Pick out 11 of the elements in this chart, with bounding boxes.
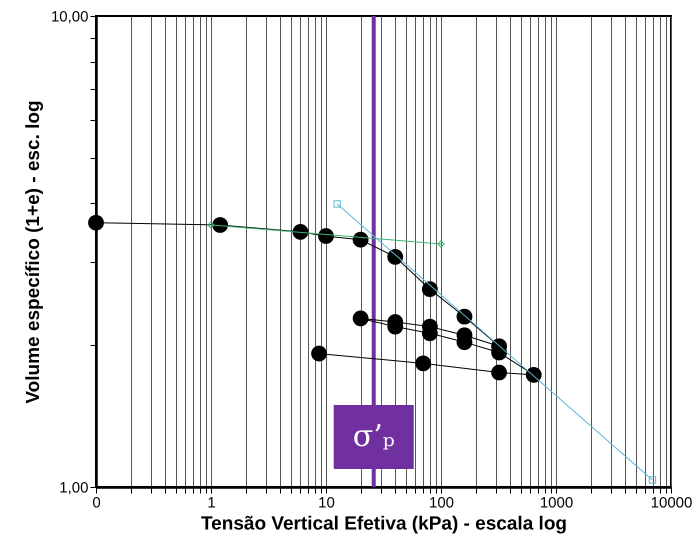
x-tick-label: 0 (92, 494, 101, 512)
x-tick-label: 10000 (650, 494, 692, 512)
x-tick-label: 1 (207, 494, 216, 512)
x-tick-label: 10 (318, 494, 335, 512)
y-tick-label: 1,00 (59, 480, 88, 496)
x-tick-label: 100 (428, 494, 454, 512)
y-axis-title: Volume específico (1+e) - esc. log (22, 100, 44, 404)
x-axis-title: Tensão Vertical Efetiva (kPa) - escala log (200, 514, 568, 534)
y-tick-label: 10,00 (50, 8, 88, 26)
ref-line-label: σ’ₚ (352, 419, 395, 454)
x-tick-label: 1000 (540, 494, 574, 512)
